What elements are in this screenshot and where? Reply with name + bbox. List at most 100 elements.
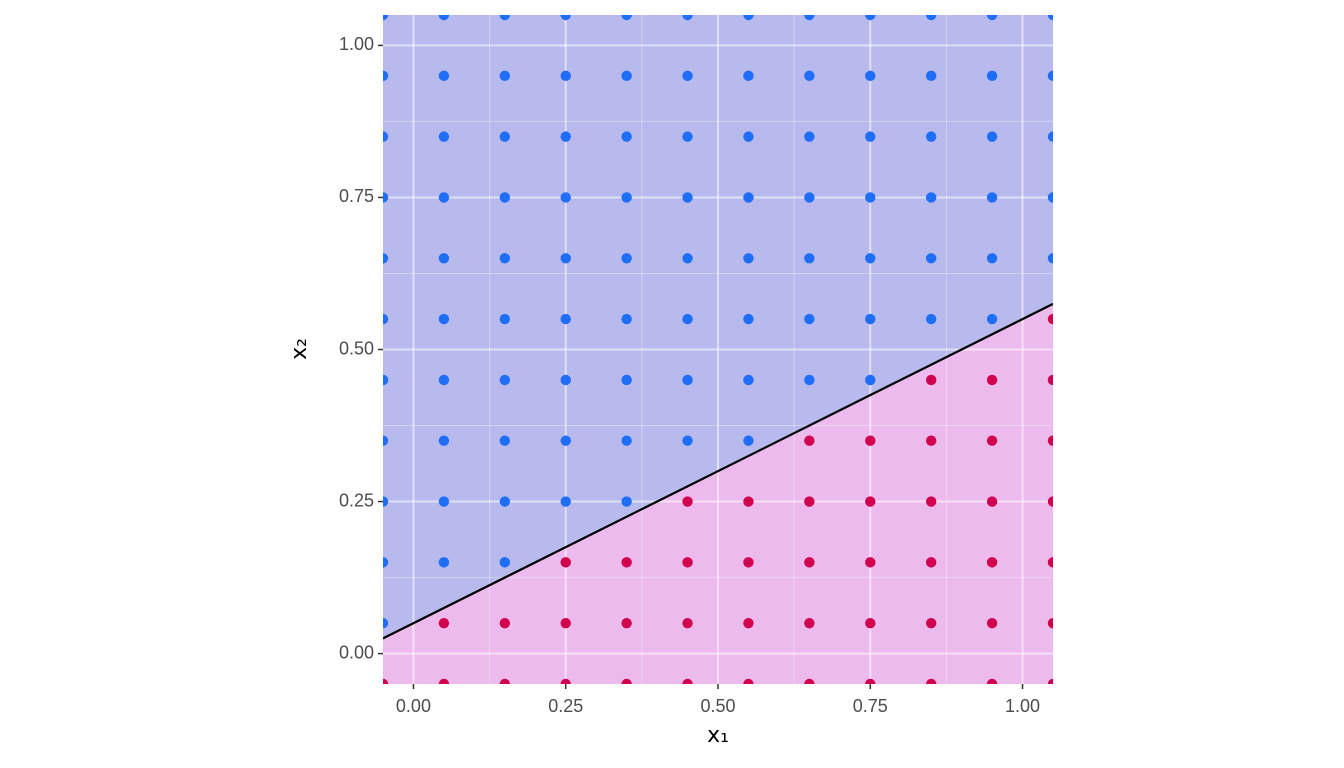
point (621, 70, 632, 82)
point (925, 192, 937, 203)
point (925, 374, 937, 386)
x-tick-label: 0.00 (396, 696, 431, 716)
point (925, 557, 937, 568)
y-axis-title: x₂ (287, 338, 312, 360)
point (499, 253, 511, 264)
point (986, 70, 998, 82)
point (804, 496, 815, 507)
point (1047, 15, 1053, 21)
point (682, 496, 693, 507)
point (743, 253, 754, 264)
point (986, 192, 998, 203)
x-tick-label: 0.25 (548, 696, 583, 716)
point (499, 131, 511, 142)
point (1047, 70, 1053, 82)
point (804, 192, 815, 203)
point (804, 435, 815, 446)
point (804, 15, 815, 21)
point (865, 253, 876, 264)
point (986, 557, 998, 568)
decision-boundary (383, 302, 1053, 640)
panel (383, 15, 1053, 684)
point (560, 313, 571, 325)
point (621, 557, 632, 568)
point (925, 253, 937, 264)
point (438, 70, 450, 82)
point (986, 313, 998, 325)
point (383, 313, 389, 325)
point (1047, 557, 1053, 568)
point (682, 313, 693, 325)
point (438, 374, 450, 386)
point (743, 678, 754, 684)
point (621, 374, 632, 386)
point (560, 678, 571, 684)
point (804, 131, 815, 142)
point (682, 253, 693, 264)
point (438, 253, 450, 264)
x-tick-label: 0.75 (853, 696, 888, 716)
y-tick-label: 0.00 (339, 642, 374, 662)
point (925, 15, 937, 21)
point (865, 313, 876, 325)
point (865, 374, 876, 386)
point (438, 131, 450, 142)
point (621, 617, 632, 629)
point (986, 15, 998, 21)
y-tick-label: 0.75 (339, 186, 374, 206)
point (682, 131, 693, 142)
y-tick-label: 0.25 (339, 490, 374, 510)
point (682, 70, 693, 82)
point (925, 678, 937, 684)
point (621, 192, 632, 203)
point (682, 435, 693, 446)
point (438, 557, 450, 568)
point (865, 617, 876, 629)
point (925, 496, 937, 507)
point (865, 131, 876, 142)
point (438, 15, 450, 21)
point (499, 678, 511, 684)
point (499, 557, 511, 568)
point (383, 678, 389, 684)
point (1047, 435, 1053, 446)
point (1047, 374, 1053, 386)
point (925, 617, 937, 629)
point (499, 15, 511, 21)
point (383, 617, 389, 629)
point (682, 678, 693, 684)
point (986, 678, 998, 684)
point (621, 15, 632, 21)
point (804, 557, 815, 568)
point (743, 70, 754, 82)
point (560, 374, 571, 386)
point (438, 678, 450, 684)
point (804, 253, 815, 264)
point (682, 617, 693, 629)
point (743, 192, 754, 203)
point (560, 617, 571, 629)
point (621, 253, 632, 264)
point (383, 15, 389, 21)
point (682, 15, 693, 21)
point (865, 15, 876, 21)
point (743, 496, 754, 507)
point (1047, 496, 1053, 507)
point (560, 253, 571, 264)
point (743, 15, 754, 21)
point (986, 131, 998, 142)
point (986, 374, 998, 386)
point (383, 374, 389, 386)
x-axis-title: x₁ (707, 723, 729, 748)
point (560, 192, 571, 203)
point (986, 435, 998, 446)
point (560, 70, 571, 82)
point (560, 557, 571, 568)
point (499, 617, 511, 629)
point (383, 435, 389, 446)
point (682, 374, 693, 386)
point (621, 678, 632, 684)
point (743, 617, 754, 629)
point (1047, 617, 1053, 629)
point (383, 557, 389, 568)
